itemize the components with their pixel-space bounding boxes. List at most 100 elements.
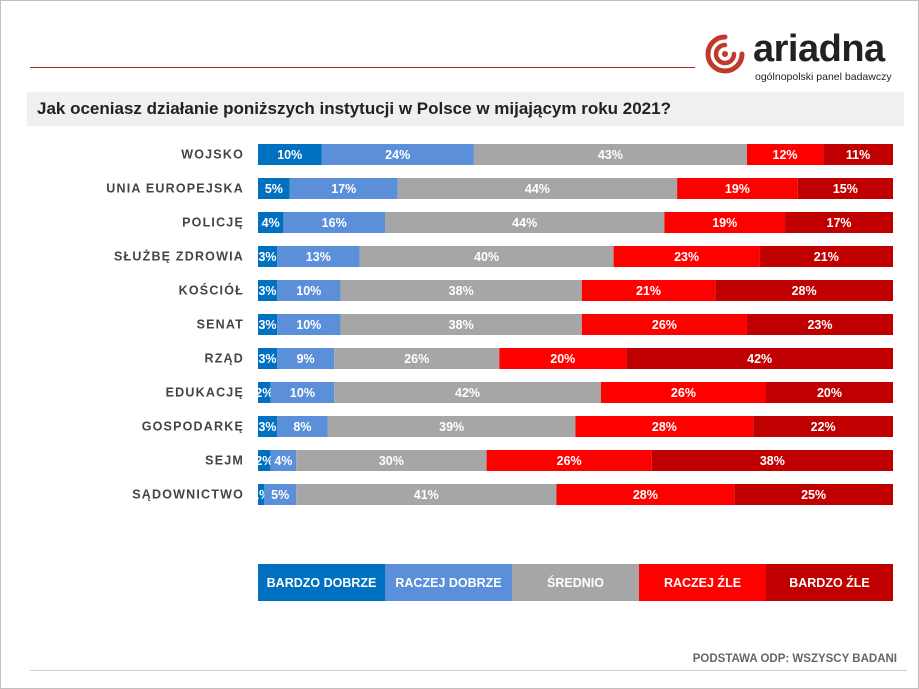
bar-segment xyxy=(327,416,576,437)
title-bar: Jak oceniasz działanie poniższych instyt… xyxy=(27,92,904,126)
bar-value-label: 44% xyxy=(512,216,537,230)
bar-segment xyxy=(277,348,335,369)
bar-value-label: 10% xyxy=(290,386,315,400)
bar-segment xyxy=(258,382,271,403)
legend-label: BARDZO DOBRZE xyxy=(267,576,377,590)
brand-logo: ariadna ogólnopolski panel badawczy xyxy=(703,28,908,90)
bar-value-label: 20% xyxy=(550,352,575,366)
bar-segment xyxy=(581,280,716,301)
chart-title: Jak oceniasz działanie poniższych instyt… xyxy=(37,99,671,118)
category-label: EDUKACJĘ xyxy=(166,386,244,400)
bar-segment xyxy=(677,178,798,199)
bar-value-label: 5% xyxy=(271,488,289,502)
bar-value-label: 30% xyxy=(379,454,404,468)
bar-segment xyxy=(289,178,398,199)
bar-value-label: 38% xyxy=(760,454,785,468)
bar-segment xyxy=(600,382,766,403)
bar-segment xyxy=(340,280,582,301)
bar-segment xyxy=(258,178,290,199)
bar-value-label: 3% xyxy=(258,420,276,434)
bar-value-label: 28% xyxy=(792,284,817,298)
bar-segment xyxy=(258,450,271,471)
bar-value-label: 20% xyxy=(817,386,842,400)
bar-segment xyxy=(283,212,385,233)
bar-segment xyxy=(664,212,786,233)
bar-value-label: 19% xyxy=(712,216,737,230)
bar-value-label: 4% xyxy=(262,216,280,230)
bar-segment xyxy=(715,280,893,301)
bar-value-label: 41% xyxy=(414,488,439,502)
legend-swatch xyxy=(512,564,639,601)
bar-segment xyxy=(277,314,341,335)
bar-segment xyxy=(734,484,893,505)
bar-value-label: 10% xyxy=(296,284,321,298)
bar-segment xyxy=(270,382,335,403)
bar-segment xyxy=(340,314,582,335)
bar-segment xyxy=(746,314,893,335)
bar-segment xyxy=(277,246,360,267)
bar-segment xyxy=(334,382,601,403)
legend-swatch xyxy=(766,564,893,601)
bar-segment xyxy=(264,484,297,505)
bar-value-label: 24% xyxy=(385,148,410,162)
bar-segment xyxy=(334,348,500,369)
legend-label: RACZEJ DOBRZE xyxy=(395,576,501,590)
bar-value-label: 19% xyxy=(725,182,750,196)
bar-segment xyxy=(486,450,652,471)
bar-segment xyxy=(258,348,278,369)
bar-value-label: 10% xyxy=(296,318,321,332)
bar-value-label: 8% xyxy=(293,420,311,434)
legend-swatch xyxy=(385,564,512,601)
category-label: UNIA EUROPEJSKA xyxy=(106,182,244,196)
bar-segment xyxy=(575,416,754,437)
bar-value-label: 21% xyxy=(814,250,839,264)
bar-segment xyxy=(613,246,760,267)
bar-value-label: 9% xyxy=(297,352,315,366)
legend-swatch xyxy=(258,564,385,601)
bar-value-label: 2% xyxy=(255,454,273,468)
bar-segment xyxy=(759,246,893,267)
category-label: GOSPODARKĘ xyxy=(142,420,244,434)
bar-value-label: 23% xyxy=(807,318,832,332)
bar-value-label: 26% xyxy=(557,454,582,468)
bar-value-label: 17% xyxy=(827,216,852,230)
footer-rule xyxy=(30,670,907,671)
bar-segment xyxy=(746,144,824,165)
bar-value-label: 39% xyxy=(439,420,464,434)
bar-segment xyxy=(397,178,678,199)
bar-segment xyxy=(651,450,893,471)
bar-value-label: 44% xyxy=(525,182,550,196)
bar-segment xyxy=(556,484,735,505)
bar-value-label: 3% xyxy=(258,352,276,366)
bar-segment xyxy=(797,178,893,199)
bar-segment xyxy=(258,246,278,267)
legend-label: RACZEJ ŹLE xyxy=(664,575,741,590)
header-rule xyxy=(30,67,695,68)
brand-name: ariadna xyxy=(753,28,885,70)
bar-value-label: 42% xyxy=(747,352,772,366)
category-label: SŁUŻBĘ ZDROWIA xyxy=(114,249,244,264)
bar-segment xyxy=(753,416,893,437)
bar-value-label: 3% xyxy=(258,318,276,332)
bar-segment xyxy=(473,144,747,165)
bar-segment xyxy=(785,212,893,233)
bar-segment xyxy=(258,212,284,233)
bar-value-label: 13% xyxy=(306,250,331,264)
bar-value-label: 11% xyxy=(846,148,870,162)
bar-segment xyxy=(823,144,893,165)
bar-segment xyxy=(258,280,278,301)
bar-value-label: 42% xyxy=(455,386,480,400)
category-label: POLICJĘ xyxy=(182,216,244,230)
bar-value-label: 5% xyxy=(265,182,283,196)
bar-segment xyxy=(270,450,297,471)
category-label: WOJSKO xyxy=(181,148,244,162)
legend-swatch xyxy=(639,564,766,601)
bar-segment xyxy=(277,280,341,301)
bar-segment xyxy=(277,416,328,437)
bar-segment xyxy=(499,348,627,369)
bar-segment xyxy=(321,144,474,165)
bar-segment xyxy=(359,246,614,267)
bar-segment xyxy=(766,382,893,403)
category-label: SEJM xyxy=(205,454,244,468)
